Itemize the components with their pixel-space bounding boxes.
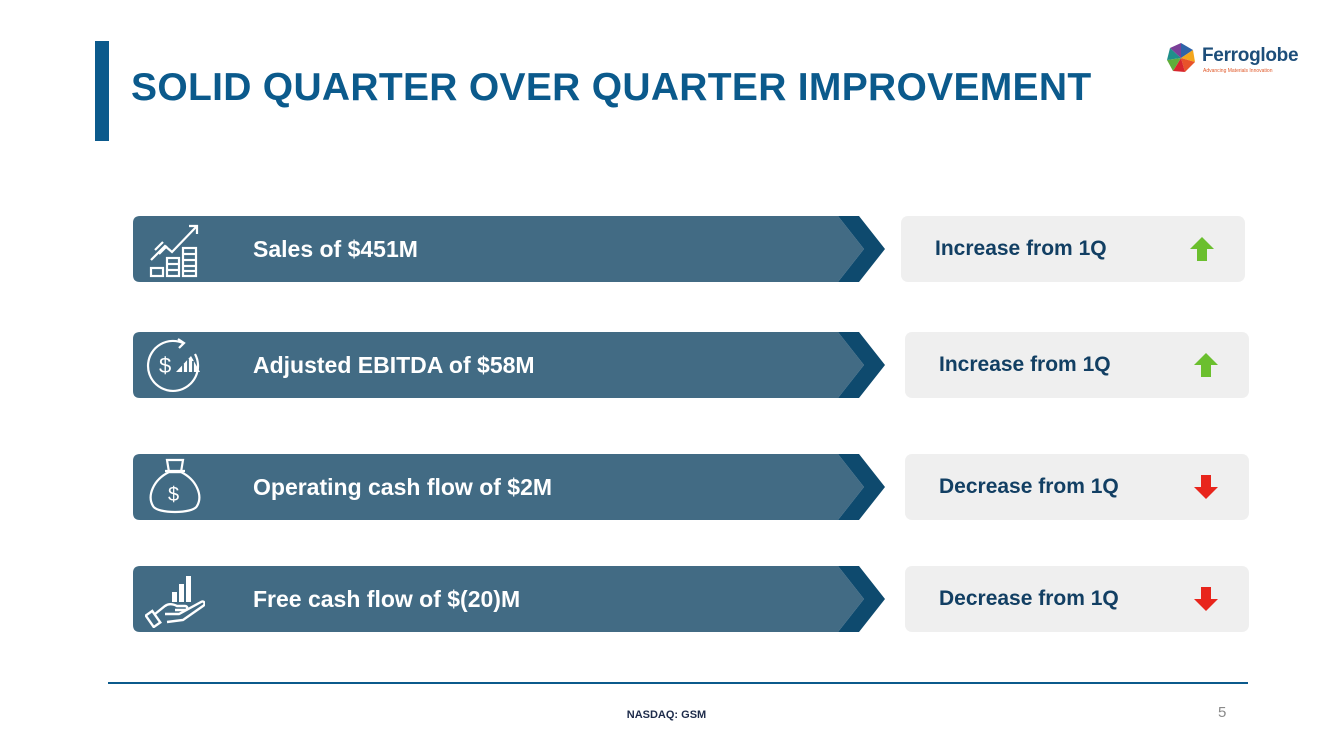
- company-logo: Ferroglobe Advancing Materials Innovatio…: [1165, 42, 1300, 78]
- footer-divider: [108, 682, 1248, 684]
- ferroglobe-logo-icon: [1167, 43, 1195, 72]
- up-arrow-icon: [1194, 353, 1218, 377]
- status-text: Increase from 1Q: [935, 237, 1107, 260]
- slide-title: SOLID QUARTER OVER QUARTER IMPROVEMENT: [131, 66, 1092, 109]
- svg-text:$: $: [159, 353, 171, 378]
- metric-row-sales: Sales of $451M: [133, 216, 885, 282]
- dollar-cycle-icon: $: [146, 338, 200, 392]
- title-accent-bar: [95, 41, 109, 141]
- status-box: Increase from 1Q: [901, 216, 1245, 282]
- metric-row-ebitda: $ Adjusted EBITDA of $58M: [133, 332, 885, 398]
- metric-row-operating-cash-flow: $ Operating cash flow of $2M: [133, 454, 885, 520]
- metric-bar-background: [133, 332, 885, 398]
- growth-chart-icon: [149, 224, 199, 278]
- status-box: Decrease from 1Q: [905, 566, 1249, 632]
- metric-bar-background: [133, 454, 885, 520]
- footer-ticker: NASDAQ: GSM: [626, 709, 707, 721]
- status-text: Increase from 1Q: [939, 353, 1111, 376]
- money-bag-icon: $: [149, 458, 201, 514]
- hand-chart-icon: [145, 576, 205, 628]
- page-number: 5: [1218, 704, 1227, 721]
- up-arrow-icon: [1190, 237, 1214, 261]
- metric-label: Adjusted EBITDA of $58M: [253, 352, 535, 378]
- status-text: Decrease from 1Q: [939, 587, 1119, 610]
- down-arrow-icon: [1194, 587, 1218, 611]
- metric-label: Sales of $451M: [253, 236, 418, 262]
- status-text: Decrease from 1Q: [939, 475, 1119, 498]
- logo-name: Ferroglobe: [1202, 45, 1299, 66]
- metric-label: Free cash flow of $(20)M: [253, 586, 521, 612]
- status-box: Increase from 1Q: [905, 332, 1249, 398]
- svg-text:$: $: [168, 484, 179, 506]
- metric-bar-background: [133, 566, 885, 632]
- metric-bar-background: [133, 216, 885, 282]
- metric-row-free-cash-flow: Free cash flow of $(20)M: [133, 566, 885, 632]
- down-arrow-icon: [1194, 475, 1218, 499]
- status-box: Decrease from 1Q: [905, 454, 1249, 520]
- metric-label: Operating cash flow of $2M: [253, 474, 553, 500]
- logo-tagline: Advancing Materials Innovation: [1203, 68, 1273, 74]
